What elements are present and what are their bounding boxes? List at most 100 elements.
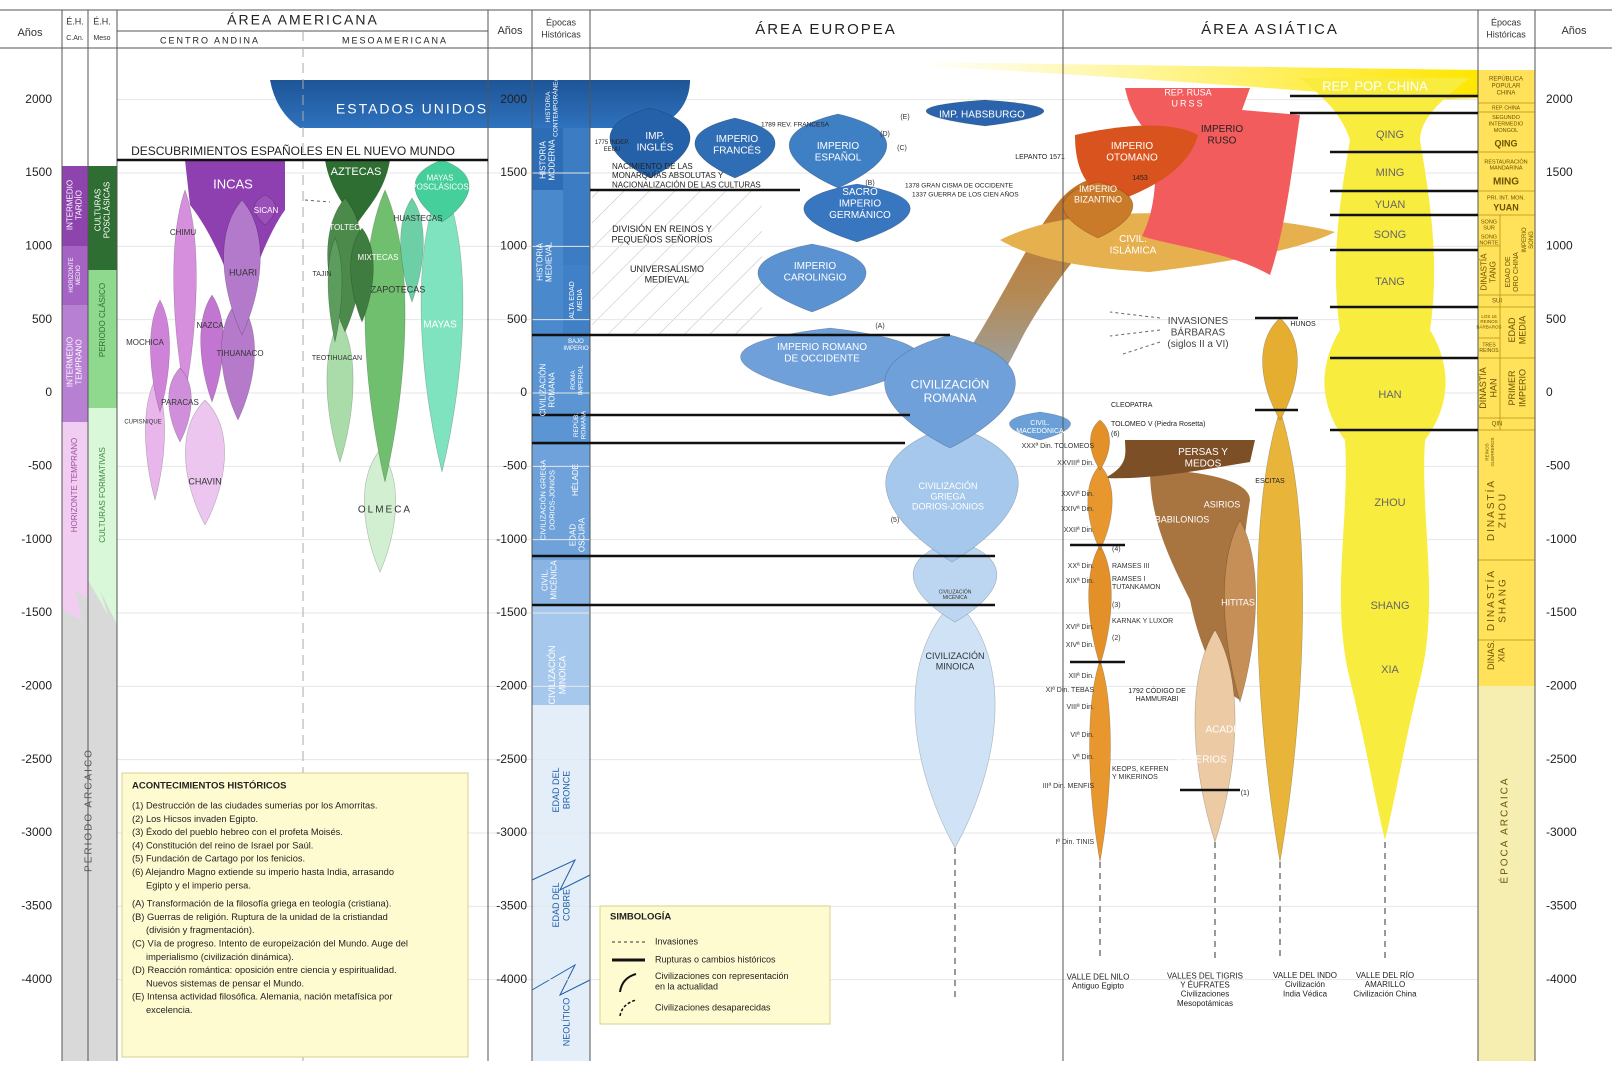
label: AMARILLO bbox=[1365, 980, 1405, 989]
label: XXXª Din. TOLOMEOS bbox=[1022, 443, 1095, 450]
label: CUPISNIQUE bbox=[124, 420, 161, 426]
label: MEDIEVAL bbox=[545, 242, 554, 282]
event-item: (6) Alejandro Magno extiende su imperio … bbox=[132, 867, 394, 877]
label: ASIRIOS bbox=[1204, 499, 1241, 509]
year-label: -500 bbox=[503, 459, 527, 473]
label: QING bbox=[1376, 129, 1404, 141]
year-label: 2000 bbox=[1546, 92, 1573, 106]
label: Invasiones bbox=[655, 936, 699, 946]
year-label: -3000 bbox=[21, 825, 52, 839]
label: GUERREROS bbox=[1490, 437, 1495, 466]
label: NORTE bbox=[1479, 241, 1498, 247]
label: (D) bbox=[880, 131, 890, 138]
label: RUSO bbox=[1208, 135, 1237, 146]
label: ORO CHINA bbox=[1513, 252, 1520, 292]
label: Civilizaciones con representación bbox=[655, 971, 789, 981]
header-label: Años bbox=[497, 25, 523, 37]
label: CIVILIZACIÓN bbox=[539, 364, 548, 417]
year-label: -2500 bbox=[496, 752, 527, 766]
year-label: -2000 bbox=[21, 679, 52, 693]
event-item: (E) Intensa actividad filosófica. Aleman… bbox=[132, 992, 392, 1002]
label: CULTURAS FORMATIVAS bbox=[98, 447, 107, 543]
label: DE OCCIDENTE bbox=[784, 353, 860, 364]
header-label: ÁREA ASIÁTICA bbox=[1201, 21, 1339, 38]
label: CIVILIZACIÓN bbox=[925, 651, 984, 661]
label: CIVILIZACIÓN bbox=[911, 376, 990, 391]
year-label: -1000 bbox=[21, 532, 52, 546]
label: Civilizaciones desaparecidas bbox=[655, 1002, 771, 1012]
label: IMPERIO bbox=[563, 346, 589, 352]
label: HISTORIA bbox=[536, 243, 545, 281]
label: MING bbox=[1376, 167, 1405, 179]
label: HUASTECAS bbox=[394, 214, 443, 223]
year-label: -1500 bbox=[1546, 605, 1577, 619]
label: PARACAS bbox=[161, 398, 199, 407]
event-item: excelencia. bbox=[146, 1005, 193, 1015]
label: HORIZONTE TEMPRANO bbox=[70, 438, 79, 533]
label: XXIVª Din. bbox=[1061, 506, 1094, 513]
event-item: (2) Los Hicsos invaden Egipto. bbox=[132, 814, 258, 824]
header-label: Años bbox=[17, 27, 43, 39]
label: MODERNA bbox=[548, 139, 557, 181]
label: CLEOPATRA bbox=[1111, 402, 1153, 409]
label: MEDIEVAL bbox=[645, 275, 690, 285]
label: YUAN bbox=[1375, 199, 1406, 211]
label: ZHOU bbox=[1374, 497, 1405, 509]
label: DINASTÍA bbox=[1484, 569, 1497, 631]
label: Y ÉUFRATES bbox=[1180, 981, 1230, 990]
label: VIIIª Din. bbox=[1067, 704, 1095, 711]
label: DIVISIÓN EN REINOS Y bbox=[612, 224, 712, 234]
year-label: -2500 bbox=[1546, 752, 1577, 766]
label: IIIª Din. MENFIS bbox=[1043, 783, 1095, 790]
header-label: Históricas bbox=[541, 29, 581, 39]
label: DINASTÍA bbox=[1480, 253, 1489, 291]
label: ÉPOCA ARCAICA bbox=[1498, 776, 1511, 883]
label: GRIEGA bbox=[930, 491, 965, 501]
label: POPULAR bbox=[1492, 84, 1521, 90]
label: (3) bbox=[1112, 602, 1121, 609]
year-label: -2500 bbox=[21, 752, 52, 766]
year-label: 0 bbox=[1546, 385, 1553, 399]
label: ISLÁMICA bbox=[1110, 243, 1157, 256]
label: PRI. INT. MON. bbox=[1487, 195, 1525, 201]
label: XXIIª Din. bbox=[1064, 527, 1094, 534]
label: VALLES DEL TIGRIS bbox=[1167, 971, 1243, 980]
label: DINAS. bbox=[1486, 640, 1496, 670]
label: en la actualidad bbox=[655, 982, 718, 992]
label: TOLOMEO V (Piedra Rosetta) bbox=[1111, 421, 1205, 428]
label: TAJIN bbox=[313, 271, 332, 278]
label: CHAVIN bbox=[188, 476, 221, 486]
year-label: 500 bbox=[1546, 312, 1566, 326]
year-label: 500 bbox=[32, 312, 52, 326]
label: XIª Din. TEBAS bbox=[1046, 687, 1095, 694]
label: RAMSES III bbox=[1112, 563, 1149, 570]
label: XXVIIIª Din. bbox=[1057, 460, 1094, 467]
label: BAJO bbox=[568, 339, 584, 345]
label: XXVIª Din. bbox=[1061, 491, 1094, 498]
label: IMPERIAL bbox=[577, 364, 584, 395]
label: QING bbox=[1494, 138, 1517, 148]
label: (E) bbox=[900, 114, 909, 121]
label: IMPERIO bbox=[1522, 227, 1528, 253]
label: SEGUNDO bbox=[1492, 115, 1521, 121]
label: PERSAS Y bbox=[1178, 447, 1228, 458]
label: PERIODO ARCAICO bbox=[84, 748, 95, 872]
year-label: -4000 bbox=[496, 972, 527, 986]
label: (C) bbox=[897, 145, 907, 152]
label: DORIOS-JONIOS bbox=[912, 502, 984, 512]
label: ACADIOS bbox=[1205, 725, 1250, 736]
label: XIA bbox=[1381, 664, 1399, 676]
year-label: 1000 bbox=[500, 239, 527, 253]
event-item: (división y fragmentación). bbox=[146, 925, 255, 935]
label: VALLE DEL INDO bbox=[1273, 971, 1337, 980]
label: INTERMEDIO bbox=[66, 337, 75, 387]
label: IMPERIO bbox=[839, 199, 881, 210]
label: DESCUBRIMIENTOS ESPAÑOLES EN EL NUEVO MU… bbox=[131, 144, 455, 158]
label: IMPERIO bbox=[794, 261, 836, 272]
label: MONARQUÍAS ABSOLUTAS Y bbox=[612, 171, 724, 180]
year-label: -3000 bbox=[496, 825, 527, 839]
header-label: Épocas bbox=[546, 17, 577, 27]
header-label: ÁREA AMERICANA bbox=[227, 12, 379, 28]
label: 1789 REV. FRANCESA bbox=[761, 122, 830, 129]
label: MICÉNICA bbox=[550, 560, 559, 600]
